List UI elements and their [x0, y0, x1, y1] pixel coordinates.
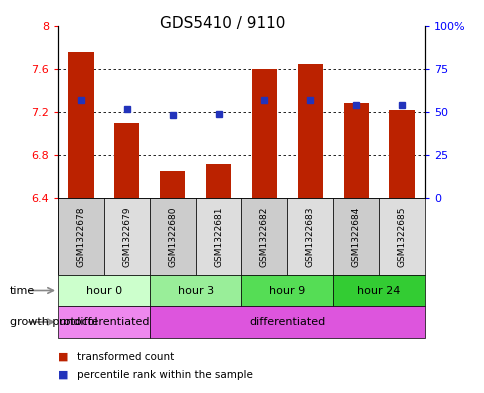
Text: hour 0: hour 0: [86, 285, 121, 296]
Bar: [150, 275, 241, 306]
Text: time: time: [10, 285, 35, 296]
Bar: [287, 198, 333, 275]
Text: ■: ■: [58, 370, 68, 380]
Bar: [68, 52, 93, 198]
Text: transformed count: transformed count: [77, 352, 174, 362]
Bar: [58, 275, 150, 306]
Bar: [58, 198, 104, 275]
Text: GSM1322683: GSM1322683: [305, 206, 314, 267]
Text: GSM1322681: GSM1322681: [213, 206, 223, 267]
Bar: [378, 198, 424, 275]
Text: ■: ■: [58, 352, 68, 362]
Bar: [150, 306, 424, 338]
Bar: [251, 69, 276, 198]
Bar: [241, 275, 333, 306]
Bar: [114, 123, 139, 198]
Text: percentile rank within the sample: percentile rank within the sample: [77, 370, 253, 380]
Text: GSM1322682: GSM1322682: [259, 206, 269, 267]
Bar: [160, 171, 185, 198]
Bar: [195, 198, 241, 275]
Bar: [333, 198, 378, 275]
Text: hour 3: hour 3: [177, 285, 213, 296]
Text: GSM1322685: GSM1322685: [397, 206, 406, 267]
Text: growth protocol: growth protocol: [10, 317, 97, 327]
Text: GSM1322678: GSM1322678: [76, 206, 85, 267]
Bar: [104, 198, 150, 275]
Bar: [343, 103, 368, 198]
Text: GSM1322684: GSM1322684: [351, 206, 360, 267]
Bar: [206, 163, 231, 198]
Text: undifferentiated: undifferentiated: [59, 317, 149, 327]
Bar: [333, 275, 424, 306]
Bar: [297, 64, 322, 198]
Text: GSM1322679: GSM1322679: [122, 206, 131, 267]
Text: hour 9: hour 9: [269, 285, 305, 296]
Text: GDS5410 / 9110: GDS5410 / 9110: [160, 16, 285, 31]
Text: GSM1322680: GSM1322680: [168, 206, 177, 267]
Bar: [241, 198, 287, 275]
Bar: [58, 306, 150, 338]
Text: hour 24: hour 24: [357, 285, 400, 296]
Bar: [150, 198, 195, 275]
Text: differentiated: differentiated: [249, 317, 325, 327]
Bar: [389, 110, 414, 198]
